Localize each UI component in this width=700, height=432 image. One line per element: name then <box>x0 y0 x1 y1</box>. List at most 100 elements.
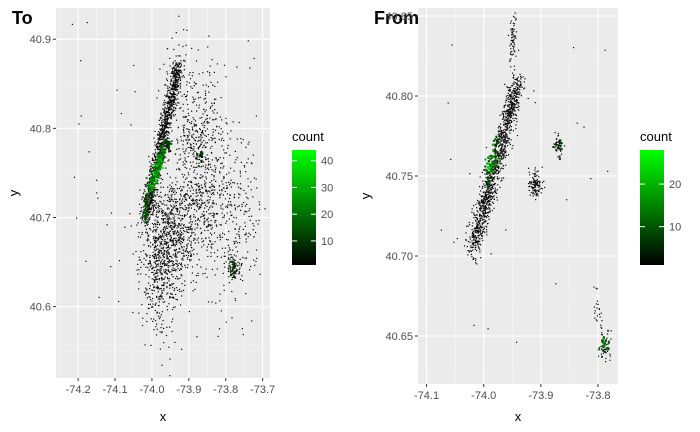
to-hexbin <box>151 300 153 302</box>
to-hexbin-dense <box>231 268 234 271</box>
to-hexbin <box>201 231 203 233</box>
to-hexbin <box>239 183 242 185</box>
to-hexbin <box>163 271 165 273</box>
to-hexbin <box>227 239 229 241</box>
from-hexbin <box>518 86 520 88</box>
to-hexbin <box>183 255 186 257</box>
to-hexbin <box>172 188 174 190</box>
to-hexbin <box>183 225 185 227</box>
to-hexbin <box>198 156 200 158</box>
to-hexbin <box>223 284 225 286</box>
to-hexbin <box>161 284 163 286</box>
to-hexbin <box>169 92 171 94</box>
from-hexbin <box>533 90 535 92</box>
to-hexbin <box>150 169 152 171</box>
from-hexbin <box>509 90 511 92</box>
to-hexbin <box>144 208 146 210</box>
to-hexbin <box>159 296 161 298</box>
to-hexbin <box>223 255 225 257</box>
to-hexbin <box>152 160 155 162</box>
to-hexbin <box>175 269 177 271</box>
to-hexbin <box>153 239 156 241</box>
from-hexbin <box>511 85 514 87</box>
to-hexbin <box>247 143 249 145</box>
to-hexbin <box>174 255 176 257</box>
from-hexbin <box>475 246 477 248</box>
to-hexbin <box>169 240 171 242</box>
to-hexbin <box>191 47 193 49</box>
to-hexbin <box>161 267 163 269</box>
to-hexbin <box>173 240 175 242</box>
to-hexbin <box>214 169 216 171</box>
to-hexbin <box>177 81 179 83</box>
to-hexbin <box>259 204 261 206</box>
from-hexbin <box>471 255 473 258</box>
to-hexbin <box>171 111 173 113</box>
to-hexbin <box>196 204 198 206</box>
from-hexbin <box>491 197 493 199</box>
to-hexbin <box>185 148 187 150</box>
from-hexbin <box>514 88 516 90</box>
to-hexbin <box>189 196 191 198</box>
to-hexbin <box>168 232 170 234</box>
from-hexbin <box>509 110 511 112</box>
to-legend-title: count <box>292 129 324 144</box>
to-hexbin <box>162 125 164 127</box>
to-hexbin <box>248 141 250 143</box>
to-hexbin <box>165 221 167 223</box>
from-hexbin <box>484 214 486 216</box>
to-hexbin <box>171 67 173 69</box>
to-hexbin <box>143 250 145 252</box>
to-hexbin <box>221 247 223 249</box>
to-hexbin <box>197 146 200 149</box>
to-hexbin <box>167 249 169 251</box>
to-hexbin <box>214 260 216 262</box>
from-hexbin <box>513 42 515 44</box>
to-hexbin <box>154 219 156 221</box>
to-hexbin <box>170 244 173 247</box>
from-hexbin <box>516 88 519 90</box>
from-hexbin <box>472 236 474 238</box>
to-hexbin <box>196 130 198 132</box>
to-hexbin-dense <box>154 171 157 174</box>
to-hexbin <box>179 214 181 216</box>
from-hexbin <box>534 182 536 184</box>
to-hexbin <box>162 179 164 181</box>
from-hexbin <box>497 165 499 167</box>
from-hexbin <box>518 49 520 51</box>
to-hexbin <box>257 223 259 225</box>
to-hexbin <box>232 221 234 223</box>
to-hexbin <box>169 102 171 104</box>
to-hexbin <box>179 207 181 209</box>
to-hexbin <box>168 137 170 139</box>
to-hexbin <box>176 243 178 245</box>
from-hexbin <box>601 334 604 336</box>
to-hexbin <box>182 103 184 105</box>
to-hexbin <box>160 174 162 176</box>
to-hexbin <box>167 112 169 114</box>
to-hexbin <box>230 254 232 256</box>
to-hexbin <box>156 334 158 336</box>
to-hexbin <box>155 202 157 204</box>
to-hexbin <box>233 273 235 275</box>
to-hexbin <box>155 237 157 239</box>
to-hexbin <box>214 85 216 87</box>
to-hexbin <box>192 117 194 119</box>
to-hexbin <box>163 221 165 223</box>
to-hexbin-dense <box>158 167 161 170</box>
to-hexbin <box>198 203 200 205</box>
to-hexbin <box>169 284 171 286</box>
to-hexbin <box>205 190 207 192</box>
to-hexbin <box>176 148 178 150</box>
to-hexbin <box>217 158 220 161</box>
to-hexbin <box>186 193 188 195</box>
from-hexbin <box>508 122 510 124</box>
to-hexbin <box>163 250 165 252</box>
to-hexbin <box>152 182 154 184</box>
to-hexbin <box>173 216 176 218</box>
to-hexbin <box>195 281 197 283</box>
to-hexbin <box>197 165 199 167</box>
from-hexbin <box>468 221 470 224</box>
to-hexbin <box>207 225 209 227</box>
from-hexbin <box>469 224 471 226</box>
